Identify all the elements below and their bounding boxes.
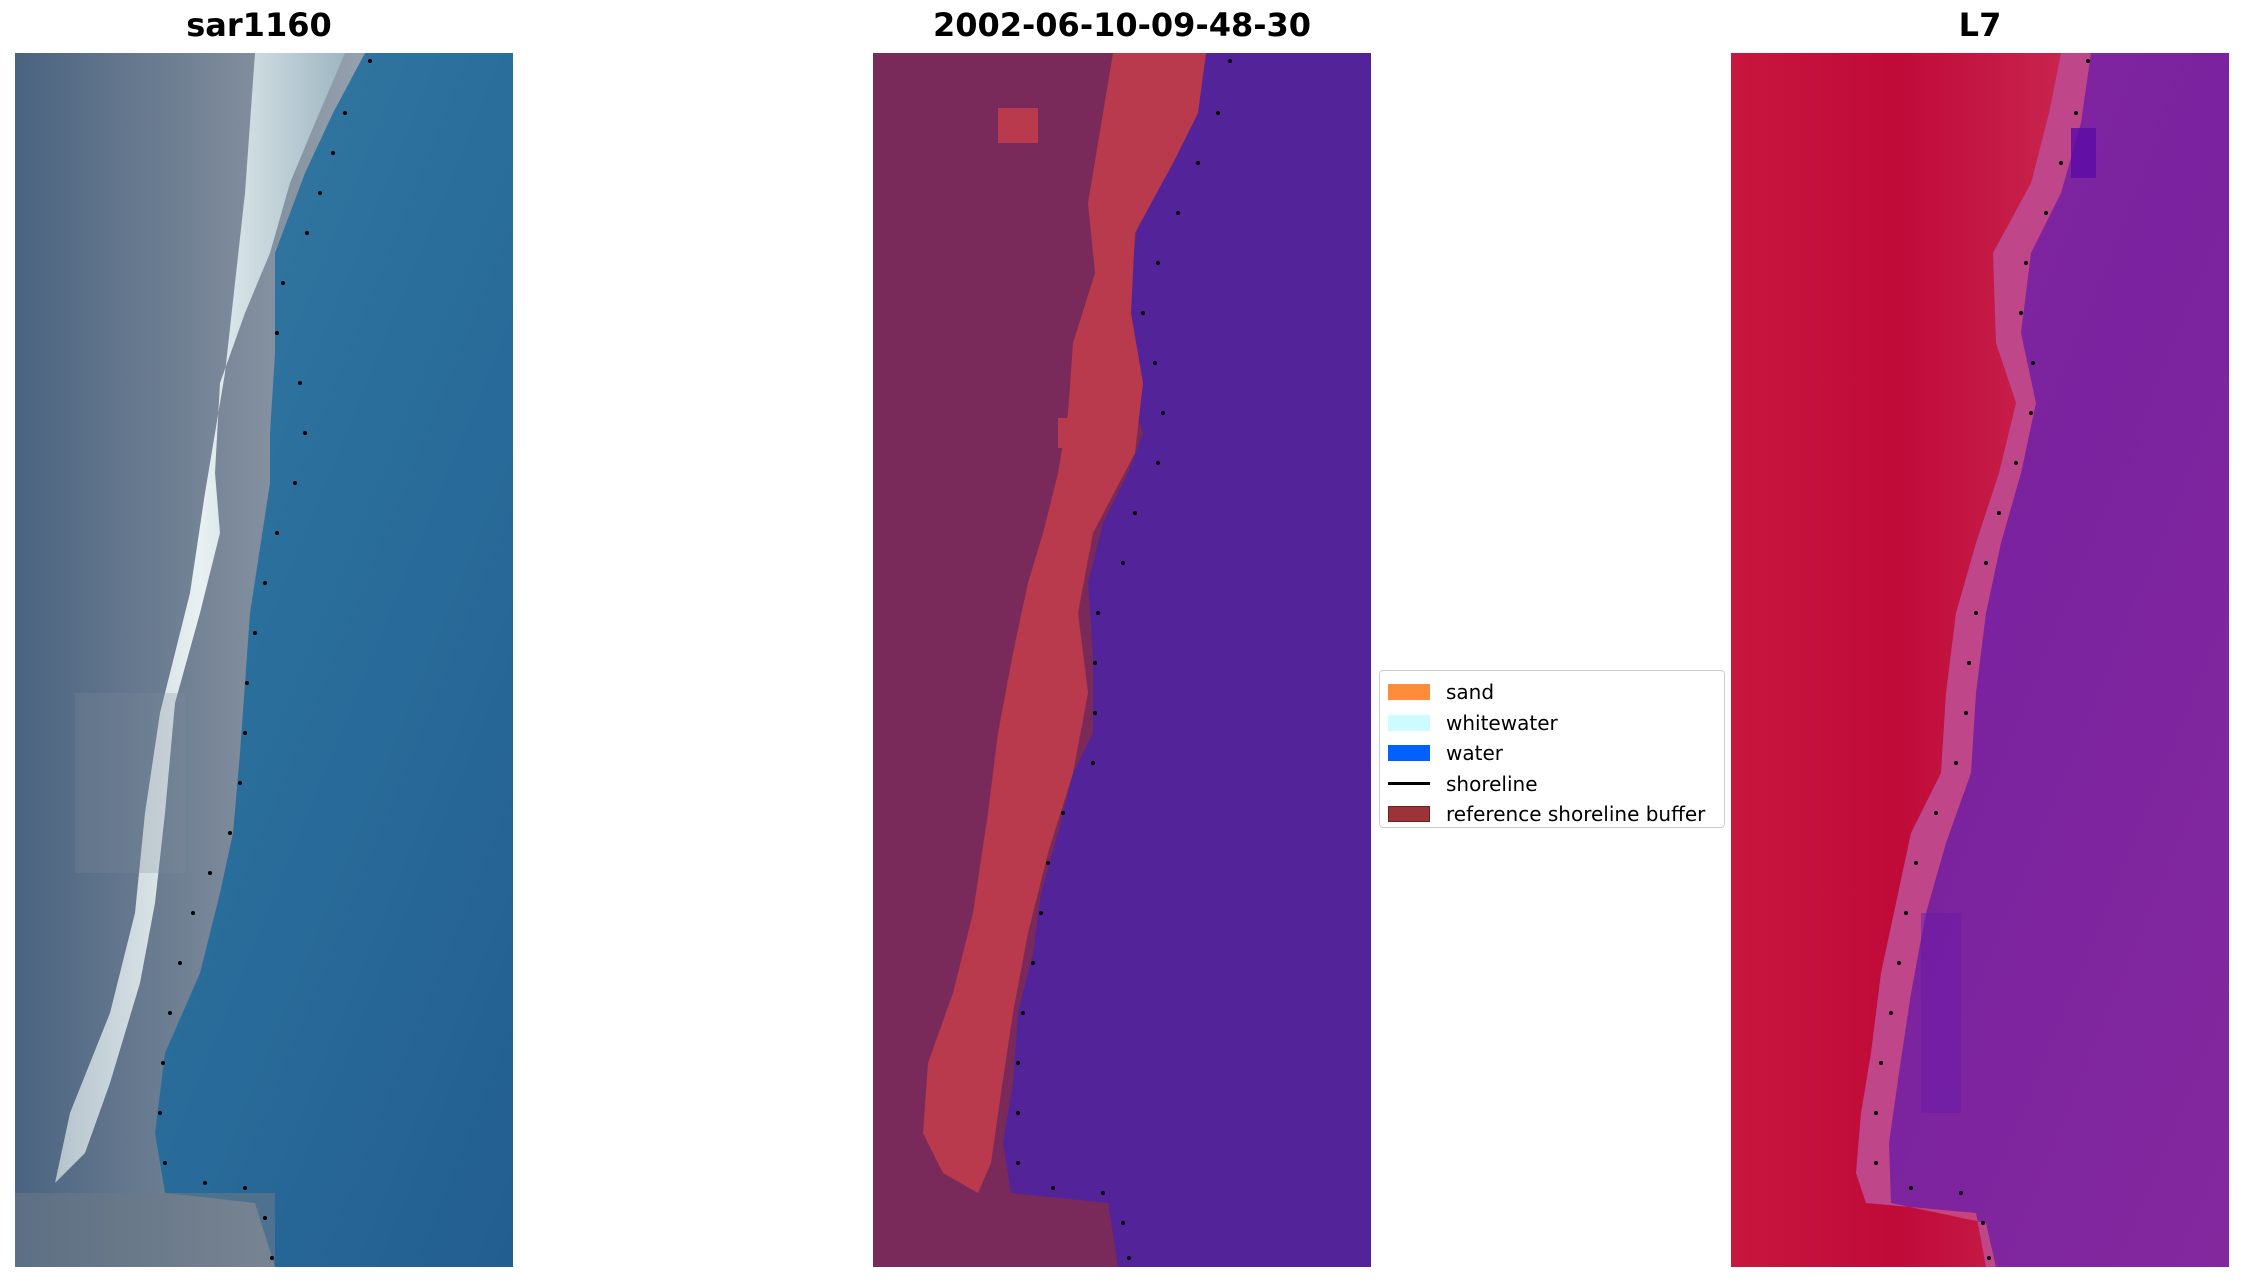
index-image-panel (1731, 53, 2229, 1267)
title-left-panel: sar1160 (186, 6, 332, 44)
sand-swatch (1388, 684, 1430, 701)
shoreline-line-swatch (1388, 782, 1430, 786)
water-swatch (1388, 745, 1430, 762)
shoreline-dots-right (1874, 59, 2090, 1260)
reference-buffer-swatch (1388, 806, 1430, 823)
shoreline-dots-left (158, 59, 372, 1260)
legend-item-water: water (1388, 738, 1716, 769)
legend-label: water (1446, 741, 1503, 766)
legend-item-reference-buffer: reference shoreline buffer (1388, 799, 1716, 830)
legend-item-whitewater: whitewater (1388, 708, 1716, 739)
legend-label: whitewater (1446, 710, 1558, 735)
title-right-panel: L7 (1958, 6, 2002, 44)
classified-image-panel (873, 53, 1371, 1267)
legend-label: reference shoreline buffer (1446, 802, 1706, 827)
legend-item-sand: sand (1388, 677, 1716, 708)
legend: sand whitewater water shoreline referenc… (1379, 670, 1725, 828)
rgb-image-panel (15, 53, 513, 1267)
title-middle-panel: 2002-06-10-09-48-30 (932, 6, 1312, 44)
legend-label: sand (1446, 680, 1495, 705)
shoreline-dots-middle (1016, 59, 1232, 1260)
legend-label: shoreline (1446, 771, 1538, 796)
whitewater-swatch (1388, 714, 1430, 731)
legend-item-shoreline: shoreline (1388, 769, 1716, 800)
